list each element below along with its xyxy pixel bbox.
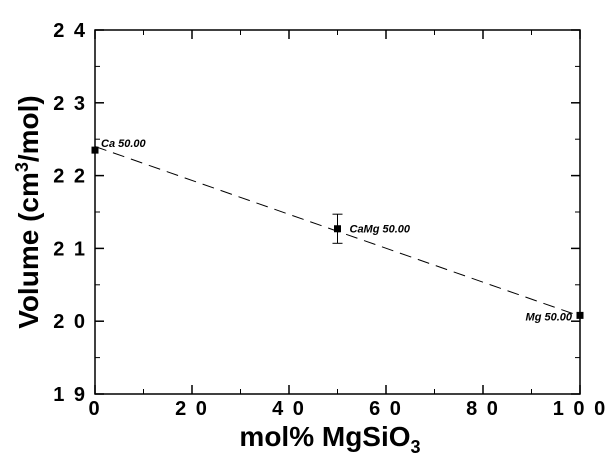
y-tick-label: 2 1: [53, 238, 87, 260]
point-label: Mg 50.00: [526, 311, 573, 323]
plot-frame: [94, 29, 581, 395]
y-tick-label: 2 3: [53, 93, 87, 115]
data-points: [91, 146, 584, 319]
ticks: [94, 29, 581, 395]
x-tick-label: 6 0: [369, 398, 403, 420]
x-axis-title-main: mol% MgSiO: [239, 421, 410, 452]
y-axis-title-superscript: 3: [12, 162, 32, 172]
data-point: [576, 311, 584, 319]
y-tick-label: 2 4: [53, 20, 87, 42]
x-tick-label: 0: [88, 398, 101, 420]
y-tick-label: 1 9: [53, 384, 87, 406]
x-tick-label: 2 0: [175, 398, 209, 420]
x-tick-label: 8 0: [466, 398, 500, 420]
data-point: [91, 146, 99, 154]
point-label: CaMg 50.00: [350, 224, 411, 236]
x-axis-title: mol% MgSiO3: [239, 421, 420, 457]
y-axis-title-pre: Volume (cm: [13, 172, 44, 329]
point-labels: Ca 50.00 CaMg 50.00 Mg 50.00: [101, 138, 573, 323]
point-label: Ca 50.00: [101, 138, 147, 150]
x-tick-label: 1 0 0: [553, 398, 607, 420]
y-tick-label: 2 0: [53, 311, 87, 333]
data-point: [334, 225, 341, 233]
y-axis-title-post: /mol): [13, 95, 44, 162]
y-axis-title: Volume (cm3/mol): [12, 95, 44, 329]
x-tick-label: 4 0: [272, 398, 306, 420]
y-tick-label: 2 2: [53, 166, 87, 188]
x-axis-title-subscript: 3: [411, 437, 421, 457]
tick-labels: 0 2 0 4 0 6 0 8 0 1 0 0 1 9 2 0 2 1 2 2 2 3 2 4: [53, 20, 607, 420]
